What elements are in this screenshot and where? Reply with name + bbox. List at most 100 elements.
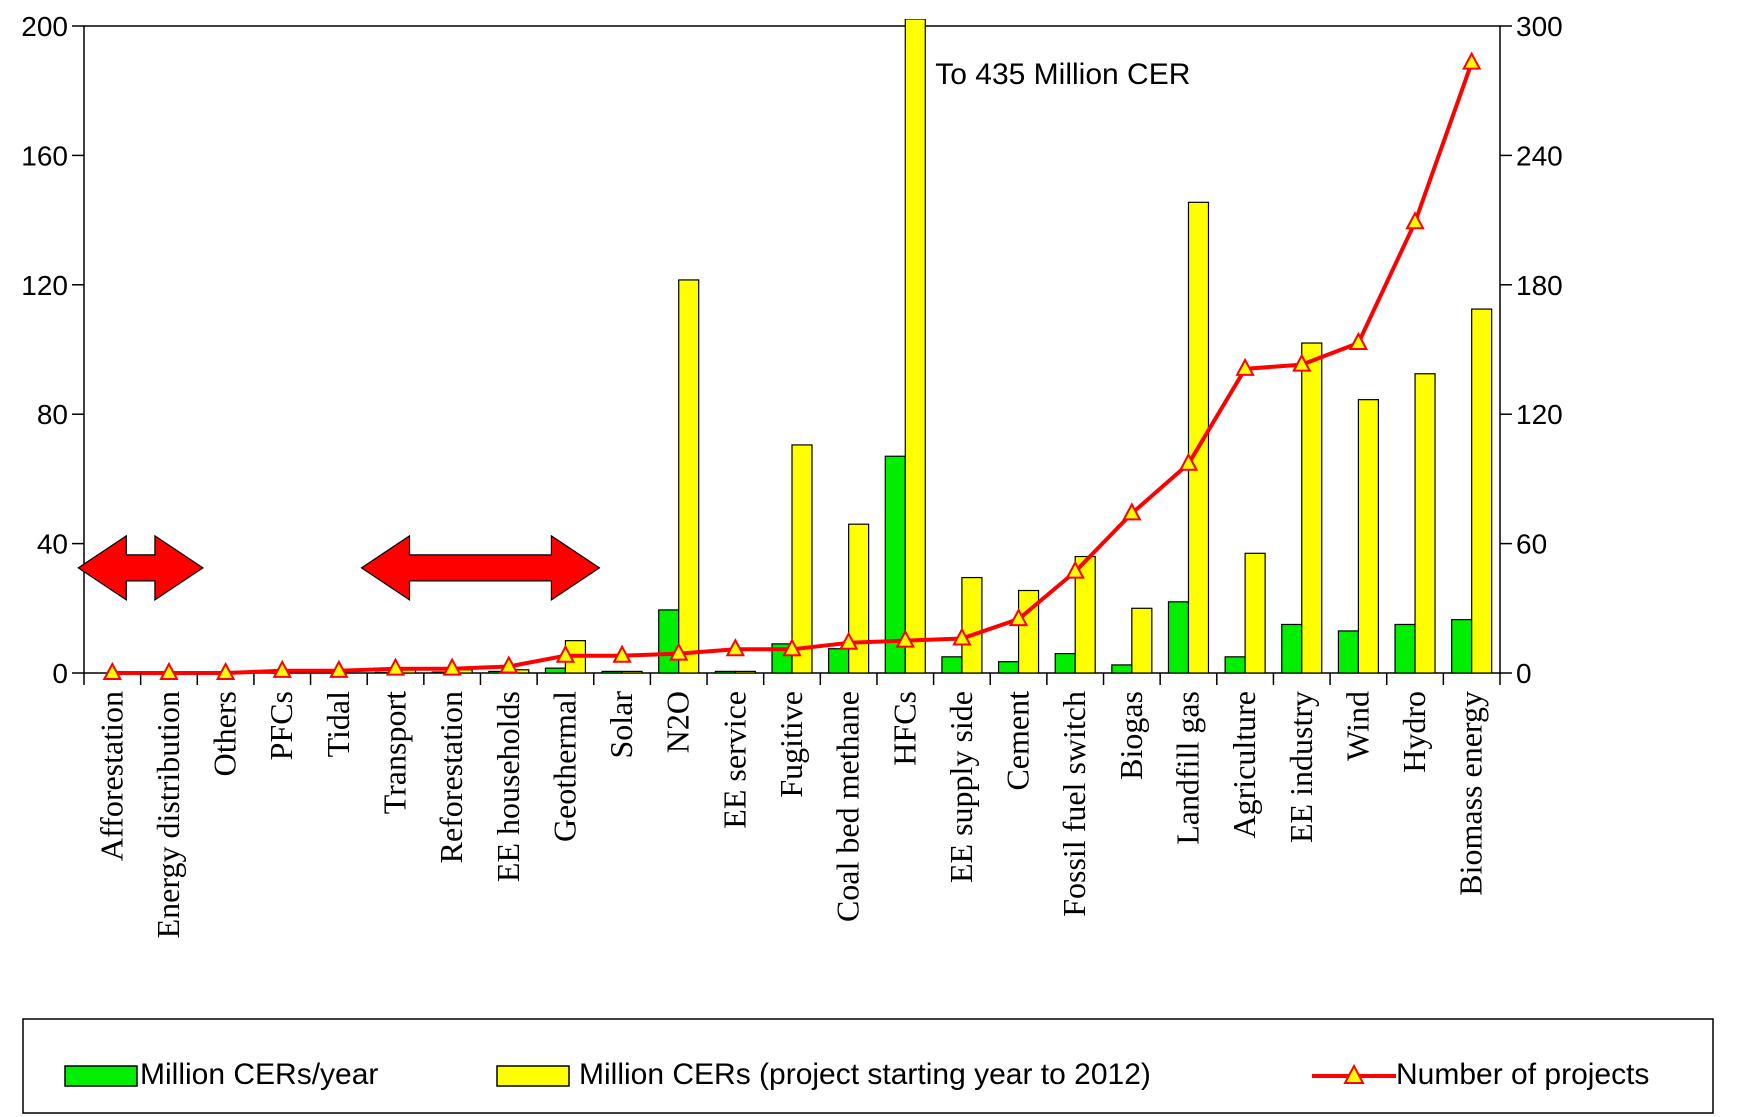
bar-cers-total	[1187, 201, 1210, 673]
bar-cers-total	[961, 576, 983, 673]
hfc-annotation: To 435 Million CER	[935, 58, 1190, 91]
projects-marker	[669, 642, 689, 661]
bar-cers-total	[848, 523, 870, 673]
right-axis-label: 120	[1516, 399, 1563, 430]
projects-marker	[895, 629, 915, 648]
bar-cers-year	[828, 648, 850, 673]
category-label: Landfill gas	[1169, 691, 1205, 845]
projects-marker	[1065, 560, 1085, 579]
left-axis-label: 200	[21, 11, 68, 42]
category-label: Geothermal	[546, 691, 582, 842]
bar-cers-year	[1224, 656, 1246, 673]
category-label: Biogas	[1113, 691, 1149, 780]
legend-marker-projects	[1343, 1063, 1365, 1084]
bar-cers-total	[734, 670, 756, 673]
right-axis-label: 60	[1516, 529, 1547, 560]
category-label: Transport	[377, 691, 413, 814]
bar-cers-total	[1357, 399, 1380, 673]
projects-marker	[782, 638, 802, 657]
legend-swatch-yellow	[496, 1065, 570, 1087]
left-axis-label: 40	[37, 529, 68, 560]
projects-marker	[1178, 452, 1199, 471]
bars	[374, 19, 1493, 673]
category-label: EE households	[490, 691, 526, 882]
bar-cers-year	[658, 609, 680, 673]
category-label: Coal bed methane	[830, 691, 866, 922]
bar-cers-total	[621, 670, 643, 673]
bar-cers-total	[791, 444, 813, 673]
legend: Million CERs/year Million CERs (project …	[22, 1018, 1714, 1114]
category-label: Fossil fuel switch	[1056, 691, 1092, 917]
bar-cers-year	[1054, 652, 1076, 673]
projects-marker	[499, 655, 519, 674]
range-arrow	[360, 534, 601, 602]
projects-marker	[442, 657, 462, 676]
bar-cers-year	[1451, 619, 1473, 673]
category-label: Afforestation	[93, 691, 129, 861]
left-axis-label: 80	[37, 399, 68, 430]
category-label: Reforestation	[433, 691, 469, 863]
category-label: Biomass energy	[1453, 691, 1489, 896]
projects-marker	[159, 661, 179, 680]
legend-swatch-green	[64, 1065, 138, 1087]
category-label: N2O	[660, 691, 696, 753]
left-axis-label: 0	[52, 658, 68, 689]
projects-marker	[952, 627, 972, 646]
projects-marker	[1462, 51, 1482, 70]
bar-cers-year	[1281, 623, 1303, 673]
projects-marker	[329, 659, 349, 678]
right-axis-label: 300	[1516, 11, 1563, 42]
bar-cers-year	[1394, 623, 1416, 673]
right-axis-label: 240	[1516, 140, 1563, 171]
right-axis-label: 0	[1516, 658, 1532, 689]
right-axis-label: 180	[1516, 270, 1563, 301]
bar-cers-total	[1017, 589, 1040, 673]
bar-cers-total	[1131, 607, 1153, 673]
bar-cers-total	[904, 19, 926, 673]
bar-cers-total	[1244, 552, 1266, 673]
category-label: Hydro	[1396, 691, 1432, 773]
range-arrows	[77, 534, 601, 602]
bar-cers-year	[1111, 664, 1133, 673]
bar-cers-year	[997, 661, 1020, 673]
category-label: Cement	[1000, 691, 1036, 791]
legend-label-projects: Number of projects	[1396, 1058, 1649, 1091]
bar-cers-total	[1301, 342, 1323, 673]
category-label: EE supply side	[943, 691, 979, 883]
category-label: Wind	[1339, 691, 1375, 761]
projects-marker	[555, 644, 576, 663]
category-label: HFCs	[886, 691, 922, 766]
projects-marker	[272, 659, 292, 678]
projects-marker	[1008, 607, 1029, 627]
category-label: Solar	[603, 691, 639, 759]
legend-label-cers-total: Million CERs (project starting year to 2…	[579, 1058, 1151, 1091]
category-label: EE service	[716, 691, 752, 829]
axes: 0 40 80 120 160 200 0 60 120 180 240 300 Afforestati…	[21, 11, 1562, 938]
range-arrow	[77, 534, 204, 602]
bar-cers-total	[1074, 555, 1096, 673]
projects-marker	[1235, 357, 1255, 376]
projects-marker	[1348, 331, 1369, 351]
bar-cers-year	[941, 656, 963, 673]
projects-marker	[1122, 502, 1142, 521]
projects-marker	[385, 657, 406, 676]
bar-cers-total	[1414, 373, 1436, 673]
category-label: EE industry	[1283, 691, 1319, 843]
category-label: Energy distribution	[150, 691, 186, 938]
projects-marker	[725, 638, 746, 657]
bar-cers-year	[544, 667, 567, 673]
projects-line-layer	[102, 51, 1482, 680]
category-label: Agriculture	[1226, 691, 1262, 839]
projects-marker	[1292, 353, 1312, 372]
projects-marker	[1405, 211, 1425, 230]
legend-label-cers-year: Million CERs/year	[140, 1058, 378, 1091]
category-label: Fugitive	[773, 691, 809, 798]
category-label: Others	[207, 691, 243, 776]
category-label: PFCs	[263, 691, 299, 760]
bar-cers-year	[1337, 630, 1360, 673]
bar-cers-total	[678, 279, 700, 673]
left-axis-label: 120	[21, 270, 68, 301]
projects-marker	[838, 631, 859, 650]
left-axis-label: 160	[21, 140, 68, 171]
